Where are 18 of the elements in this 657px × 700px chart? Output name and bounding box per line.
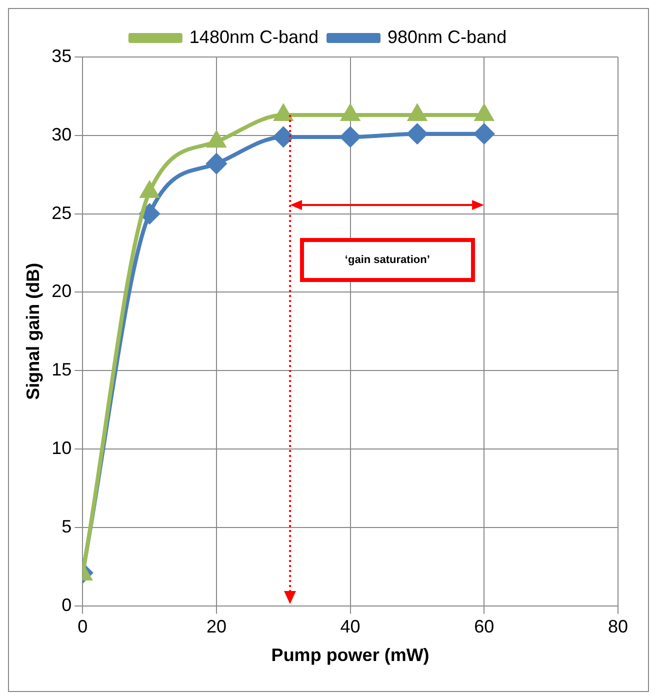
x-tick-label: 20 [206,616,226,637]
y-tick-label: 10 [52,438,72,458]
legend-label: 1480nm C-band [189,26,319,47]
x-axis-title: Pump power (mW) [271,645,430,666]
y-tick-label: 15 [52,360,72,380]
x-tick-label: 40 [340,616,360,637]
y-axis-title: Signal gain (dB) [22,262,43,400]
y-tick-label: 25 [52,202,72,223]
y-tick-label: 20 [52,281,72,302]
y-tick-label: 5 [62,516,72,536]
legend-label: 980nm C-band [388,26,507,47]
y-tick-label: 30 [52,124,72,144]
y-tick-label: 35 [52,46,72,66]
y-tick-label: 0 [62,594,72,615]
x-tick-label: 60 [474,616,494,637]
x-tick-label: 0 [78,616,88,637]
x-tick-label: 80 [608,616,628,637]
note-frame: ‘gain saturation’ [300,238,475,282]
